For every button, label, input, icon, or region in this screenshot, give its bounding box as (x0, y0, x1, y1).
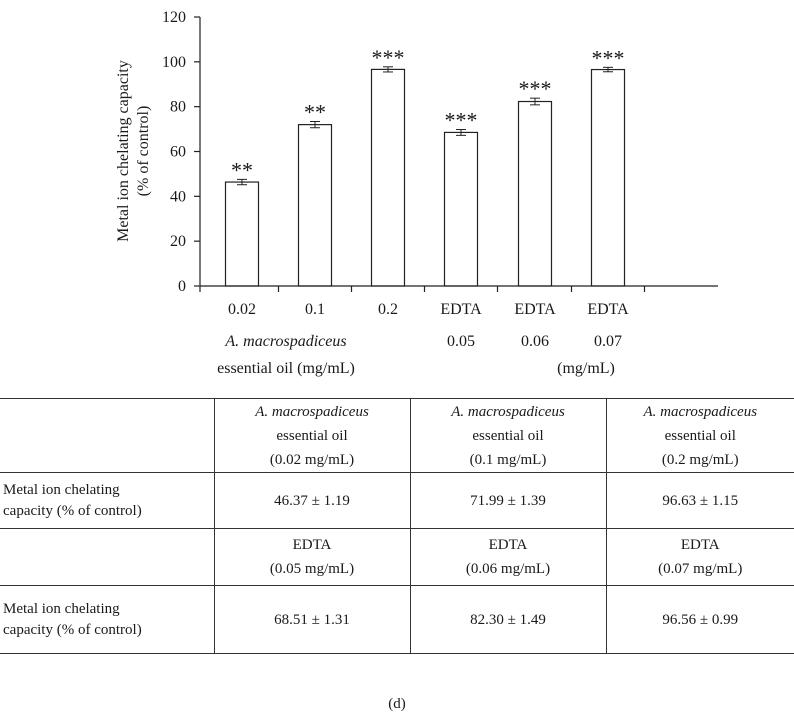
group-label-edta-unit: (mg/mL) (557, 360, 615, 377)
table-corner-cell (0, 398, 215, 473)
bar (590, 68, 626, 287)
x-tick-label: 0.1 (305, 301, 325, 318)
bar (370, 68, 406, 287)
x-tick-label: 0.02 (228, 301, 256, 318)
figure-caption: (d) (388, 696, 406, 712)
table-header-cell: EDTA (0.05 mg/mL) (213, 528, 411, 586)
significance-label: ** (304, 100, 326, 125)
significance-label: *** (592, 45, 625, 70)
header-species: A. macrospadiceus (451, 403, 565, 420)
significance-label: *** (372, 45, 405, 70)
y-tick-label: 80 (170, 99, 186, 116)
y-axis: 0 20 40 60 80 100 120 (162, 9, 201, 295)
bar (297, 124, 333, 287)
edta-sublabels: 0.05 0.06 0.07 (447, 333, 622, 350)
significance-label: ** (231, 157, 253, 182)
y-tick-label: 120 (162, 9, 186, 26)
significance-label: *** (519, 76, 552, 101)
table-blank-cell (0, 528, 215, 586)
group-label-oil-unit: essential oil (mg/mL) (217, 360, 355, 377)
data-table: A. macrospadiceus essential oil (0.02 mg… (0, 398, 794, 654)
group-label-oil-species: A. macrospadiceus (224, 333, 346, 350)
table-header-cell: A. macrospadiceus essential oil (0.1 mg/… (409, 398, 607, 473)
y-tick-label: 20 (170, 233, 186, 250)
bar-chart: Metal ion chelating capacity (% of contr… (115, 9, 718, 377)
y-axis-title-line-2: (% of control) (135, 106, 152, 197)
header-oil: essential oil (472, 427, 544, 444)
x-tick-label: EDTA (587, 301, 629, 318)
x-axis: 0.02 0.1 0.2 EDTA EDTA EDTA (199, 285, 718, 318)
bars: **************** (224, 45, 626, 287)
header-conc: (0.07 mg/mL) (658, 561, 743, 577)
header-conc: (0.2 mg/mL) (661, 451, 739, 468)
header-species: A. macrospadiceus (643, 403, 758, 420)
x-tick-label: 0.2 (378, 301, 398, 318)
y-axis-title-line-1: Metal ion chelating capacity (115, 60, 132, 242)
table-value-cell: 46.37 ± 1.19 (213, 472, 411, 529)
significance-label: *** (445, 107, 478, 132)
y-axis-title: Metal ion chelating capacity (% of contr… (115, 60, 152, 242)
header-edta: EDTA (488, 537, 528, 553)
edta-sublabel: 0.06 (521, 333, 549, 350)
table-value-cell: 96.63 ± 1.15 (605, 472, 794, 529)
header-conc: (0.05 mg/mL) (269, 561, 355, 577)
header-edta: EDTA (292, 537, 332, 553)
table-row: Metal ion chelating capacity (% of contr… (0, 585, 794, 654)
edta-sublabel: 0.07 (594, 333, 622, 350)
row-label-line-2: capacity (% of control) (3, 621, 142, 638)
header-conc: (0.1 mg/mL) (469, 451, 547, 468)
header-oil: essential oil (276, 427, 348, 444)
table-row-header: Metal ion chelating capacity (% of contr… (0, 472, 215, 529)
table-header-cell: EDTA (0.07 mg/mL) (605, 528, 794, 586)
table-row-header: Metal ion chelating capacity (% of contr… (0, 585, 215, 654)
x-tick-label: EDTA (514, 301, 556, 318)
edta-sublabel: 0.05 (447, 333, 475, 350)
table-row: A. macrospadiceus essential oil (0.02 mg… (0, 398, 794, 473)
header-conc: (0.02 mg/mL) (269, 451, 355, 468)
row-label-line-2: capacity (% of control) (3, 502, 142, 519)
bar (517, 100, 553, 287)
header-edta: EDTA (680, 537, 720, 553)
bar (443, 131, 479, 287)
row-label-line-1: Metal ion chelating (3, 481, 120, 498)
y-tick-label: 60 (170, 144, 186, 161)
y-tick-label: 40 (170, 188, 186, 205)
x-tick-label: EDTA (440, 301, 482, 318)
bar (224, 181, 260, 287)
group-label-oil: A. macrospadiceus essential oil (mg/mL) (217, 333, 355, 377)
header-oil: essential oil (664, 427, 736, 444)
row-label-line-1: Metal ion chelating (3, 600, 120, 617)
table-header-cell: A. macrospadiceus essential oil (0.2 mg/… (605, 398, 794, 473)
y-tick-label: 100 (162, 54, 186, 71)
table-value-cell: 96.56 ± 0.99 (605, 585, 794, 654)
table-row: EDTA (0.05 mg/mL) EDTA (0.06 mg/mL) EDTA… (0, 528, 794, 586)
header-species: A. macrospadiceus (255, 403, 369, 420)
header-conc: (0.06 mg/mL) (465, 561, 551, 577)
table-value-cell: 71.99 ± 1.39 (409, 472, 607, 529)
table-row: Metal ion chelating capacity (% of contr… (0, 472, 794, 529)
table-value-cell: 68.51 ± 1.31 (213, 585, 411, 654)
table-value-cell: 82.30 ± 1.49 (409, 585, 607, 654)
y-tick-label: 0 (178, 278, 186, 295)
table-header-cell: A. macrospadiceus essential oil (0.02 mg… (213, 398, 411, 473)
table-header-cell: EDTA (0.06 mg/mL) (409, 528, 607, 586)
